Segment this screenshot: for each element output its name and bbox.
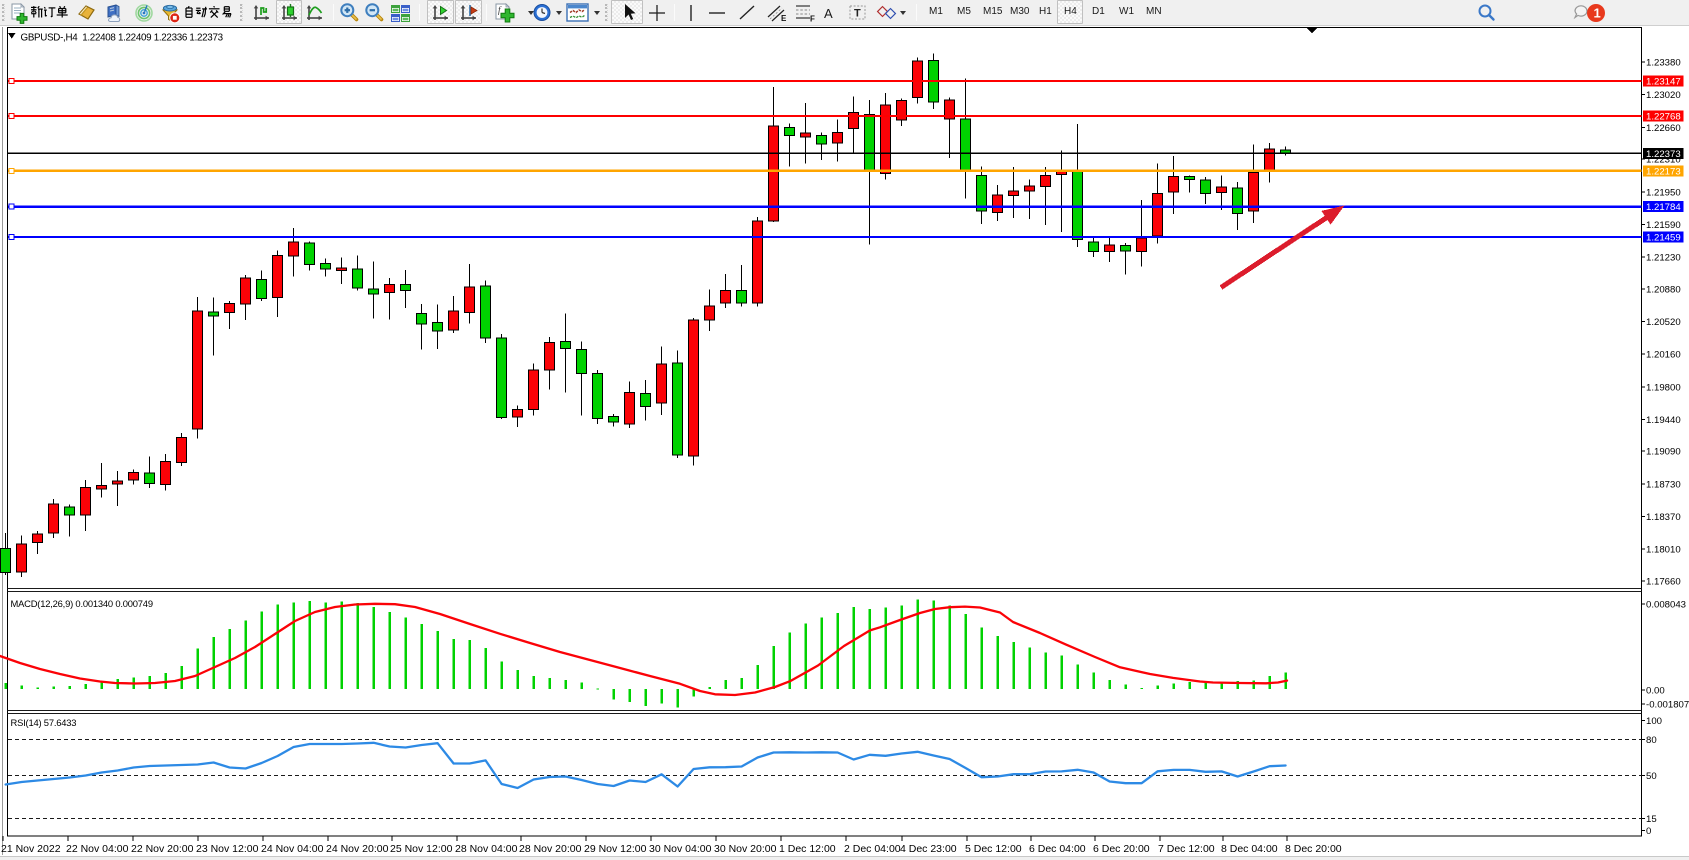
svg-text:1.21784: 1.21784 [1646, 202, 1681, 213]
svg-text:1.18370: 1.18370 [1646, 512, 1681, 523]
svg-text:23 Nov 12:00: 23 Nov 12:00 [196, 843, 259, 855]
svg-text:21 Nov 2022: 21 Nov 2022 [1, 843, 61, 855]
svg-text:22 Nov 04:00: 22 Nov 04:00 [66, 843, 129, 855]
svg-text:f: f [498, 5, 502, 15]
svg-text:24 Nov 04:00: 24 Nov 04:00 [261, 843, 324, 855]
svg-text:1.20880: 1.20880 [1646, 284, 1681, 295]
svg-text:4 Dec 23:00: 4 Dec 23:00 [900, 843, 957, 855]
svg-text:22 Nov 20:00: 22 Nov 20:00 [131, 843, 194, 855]
svg-text:1.19440: 1.19440 [1646, 415, 1681, 426]
svg-text:1.17660: 1.17660 [1646, 577, 1681, 588]
svg-text:1.22373: 1.22373 [1646, 149, 1681, 160]
svg-text:2 Dec 04:00: 2 Dec 04:00 [844, 843, 901, 855]
svg-text:6 Dec 20:00: 6 Dec 20:00 [1093, 843, 1150, 855]
svg-text:0.008043: 0.008043 [1646, 600, 1686, 611]
svg-text:1.19090: 1.19090 [1646, 447, 1681, 458]
svg-text:7 Dec 12:00: 7 Dec 12:00 [1158, 843, 1215, 855]
svg-text:5 Dec 12:00: 5 Dec 12:00 [965, 843, 1022, 855]
svg-text:100: 100 [1646, 716, 1662, 727]
svg-text:1 Dec 12:00: 1 Dec 12:00 [779, 843, 836, 855]
svg-text:28 Nov 20:00: 28 Nov 20:00 [519, 843, 582, 855]
svg-text:F: F [810, 15, 815, 24]
svg-text:30 Nov 20:00: 30 Nov 20:00 [714, 843, 777, 855]
svg-text:30 Nov 04:00: 30 Nov 04:00 [649, 843, 712, 855]
svg-text:15: 15 [1646, 814, 1657, 825]
svg-text:0: 0 [1646, 826, 1651, 837]
svg-text:29 Nov 12:00: 29 Nov 12:00 [584, 843, 647, 855]
svg-text:8 Dec 20:00: 8 Dec 20:00 [1285, 843, 1342, 855]
svg-text:0.00: 0.00 [1646, 686, 1665, 697]
svg-text:E: E [781, 14, 787, 23]
svg-text:RSI(14) 57.6433: RSI(14) 57.6433 [11, 717, 77, 728]
svg-text:24 Nov 20:00: 24 Nov 20:00 [326, 843, 389, 855]
svg-text:1.20520: 1.20520 [1646, 317, 1681, 328]
svg-text:-0.001807: -0.001807 [1646, 700, 1689, 711]
svg-text:50: 50 [1646, 771, 1657, 782]
svg-text:1.21459: 1.21459 [1646, 233, 1681, 244]
svg-text:1.22310: 1.22310 [1646, 155, 1681, 166]
svg-text:1.21230: 1.21230 [1646, 253, 1681, 264]
svg-text:1.21590: 1.21590 [1646, 220, 1681, 231]
svg-text:1.22660: 1.22660 [1646, 123, 1681, 134]
svg-text:T: T [854, 8, 861, 20]
svg-text:1.20160: 1.20160 [1646, 350, 1681, 361]
svg-text:25 Nov 12:00: 25 Nov 12:00 [390, 843, 453, 855]
svg-text:80: 80 [1646, 735, 1657, 746]
svg-text:1.18010: 1.18010 [1646, 545, 1681, 556]
svg-text:GBPUSD-,H4 1.22408 1.22409 1.: GBPUSD-,H4 1.22408 1.22409 1.22336 1.223… [21, 33, 224, 44]
svg-text:1.23147: 1.23147 [1646, 77, 1681, 88]
svg-text:1.23020: 1.23020 [1646, 90, 1681, 101]
svg-text:6 Dec 04:00: 6 Dec 04:00 [1029, 843, 1086, 855]
svg-text:1.22768: 1.22768 [1646, 112, 1681, 123]
svg-text:28 Nov 04:00: 28 Nov 04:00 [455, 843, 518, 855]
svg-text:1.19800: 1.19800 [1646, 382, 1681, 393]
svg-text:8 Dec 04:00: 8 Dec 04:00 [1221, 843, 1278, 855]
svg-text:1.22173: 1.22173 [1646, 167, 1681, 178]
svg-text:1.21950: 1.21950 [1646, 187, 1681, 198]
svg-text:1.18730: 1.18730 [1646, 479, 1681, 490]
svg-text:1.23380: 1.23380 [1646, 58, 1681, 69]
svg-text:MACD(12,26,9) 0.001340 0.00074: MACD(12,26,9) 0.001340 0.000749 [11, 598, 153, 609]
svg-text:1: 1 [1594, 6, 1601, 21]
